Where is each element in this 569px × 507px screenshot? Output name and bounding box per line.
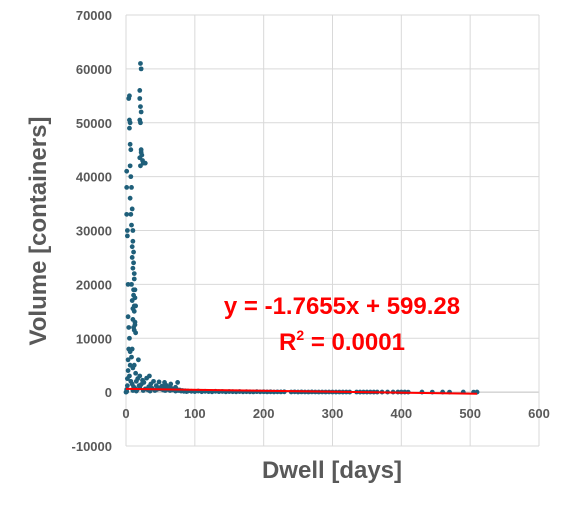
data-point xyxy=(151,378,156,384)
x-axis-title: Dwell [days] xyxy=(262,457,402,484)
y-tick-label: 30000 xyxy=(76,224,112,239)
data-point xyxy=(131,276,137,282)
data-point xyxy=(129,255,135,260)
data-point xyxy=(131,362,137,368)
data-point xyxy=(125,314,131,320)
data-point xyxy=(127,141,133,147)
x-tick-label: 100 xyxy=(184,406,206,421)
x-tick-label: 600 xyxy=(528,406,550,421)
data-point xyxy=(138,147,144,153)
y-tick-label: 0 xyxy=(105,385,112,400)
data-point xyxy=(125,281,131,287)
data-point xyxy=(124,228,130,233)
data-point xyxy=(141,380,147,385)
data-point xyxy=(128,147,134,153)
data-point xyxy=(127,163,133,169)
data-point xyxy=(131,271,137,276)
data-point xyxy=(131,260,136,266)
data-point xyxy=(130,265,136,271)
data-point xyxy=(131,292,136,298)
data-point xyxy=(138,109,144,115)
data-point xyxy=(130,238,136,244)
data-point xyxy=(124,383,130,389)
data-point xyxy=(138,61,143,66)
data-point xyxy=(131,327,137,333)
data-point xyxy=(130,306,136,312)
data-point xyxy=(138,66,144,72)
data-point xyxy=(126,325,132,330)
x-tick-label: 500 xyxy=(459,406,481,421)
data-point xyxy=(147,373,152,379)
y-axis-title: Volume [containers] xyxy=(25,117,52,346)
x-tick-label: 200 xyxy=(253,406,275,421)
data-point xyxy=(128,211,134,217)
y-tick-label: 40000 xyxy=(76,170,112,185)
y-tick-label: 70000 xyxy=(76,8,112,23)
data-point xyxy=(138,120,143,126)
y-tick-label: 50000 xyxy=(76,116,112,131)
data-point xyxy=(129,206,135,212)
y-tick-labels: -10000 0 10000 20000 30000 40000 50000 60000 700… xyxy=(72,8,112,454)
trendline-equation: y = -1.7655x + 599.28 xyxy=(224,293,460,320)
data-point xyxy=(127,373,132,379)
data-point xyxy=(127,125,132,131)
data-point xyxy=(124,233,130,239)
data-point xyxy=(133,370,139,376)
data-point xyxy=(129,354,134,360)
x-tick-labels: 0 100 200 300 400 500 600 xyxy=(122,406,549,421)
data-point xyxy=(129,346,135,352)
data-point xyxy=(173,384,178,390)
data-point xyxy=(127,120,133,126)
data-point xyxy=(127,195,133,201)
data-point xyxy=(124,185,130,190)
x-tick-label: 0 xyxy=(122,406,129,421)
data-point xyxy=(137,373,143,379)
scatter-points xyxy=(123,61,480,395)
data-point xyxy=(175,380,181,385)
data-point xyxy=(130,228,136,233)
data-point xyxy=(130,316,136,322)
data-point xyxy=(162,380,167,385)
data-point xyxy=(125,357,131,363)
data-point xyxy=(124,211,130,217)
data-point xyxy=(138,104,143,109)
x-tick-label: 400 xyxy=(390,406,412,421)
data-point xyxy=(129,244,135,250)
data-point xyxy=(129,185,134,190)
data-point xyxy=(138,163,143,169)
data-point xyxy=(124,168,130,174)
trendline xyxy=(125,387,478,395)
data-point xyxy=(129,281,134,287)
data-point xyxy=(131,249,136,255)
gridlines xyxy=(125,14,540,447)
data-point xyxy=(127,335,132,341)
data-point xyxy=(131,287,136,293)
data-point xyxy=(156,379,162,385)
y-tick-label: 20000 xyxy=(76,277,112,292)
data-point xyxy=(142,160,148,166)
data-point xyxy=(137,155,143,161)
y-tick-label: 60000 xyxy=(76,62,112,77)
data-point xyxy=(125,368,131,373)
data-point xyxy=(137,88,143,93)
x-tick-label: 300 xyxy=(322,406,344,421)
data-point xyxy=(129,298,135,303)
y-tick-label: -10000 xyxy=(72,439,112,454)
data-point xyxy=(129,222,134,228)
data-point xyxy=(137,96,143,101)
data-point xyxy=(135,357,141,363)
y-tick-label: 10000 xyxy=(76,331,112,346)
r-squared-label: R2 = 0.0001 xyxy=(279,327,405,356)
data-point xyxy=(128,174,134,180)
data-point xyxy=(168,381,174,387)
data-point xyxy=(126,96,132,101)
